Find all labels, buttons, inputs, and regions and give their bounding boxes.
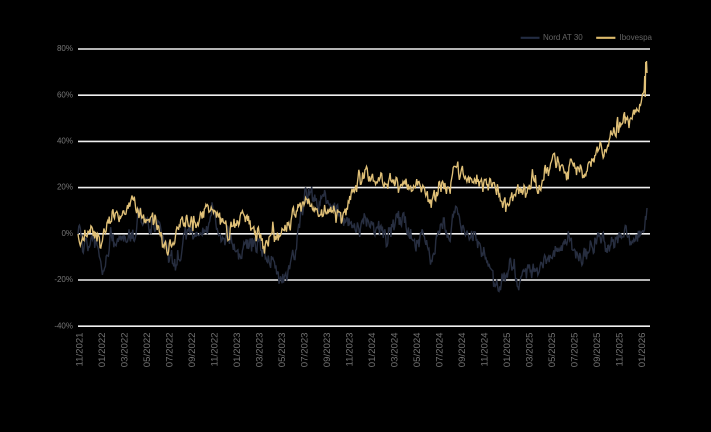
svg-text:01/2025: 01/2025: [502, 333, 513, 368]
svg-text:07/2024: 07/2024: [435, 332, 446, 367]
svg-text:-20%: -20%: [54, 275, 73, 284]
svg-text:60%: 60%: [57, 90, 73, 99]
svg-text:09/2023: 09/2023: [322, 333, 333, 368]
svg-text:09/2022: 09/2022: [187, 333, 198, 368]
svg-text:Ibovespa: Ibovespa: [620, 33, 653, 42]
svg-text:11/2025: 11/2025: [615, 333, 626, 367]
svg-text:03/2024: 03/2024: [390, 332, 401, 367]
svg-text:01/2023: 01/2023: [232, 333, 243, 368]
svg-text:09/2024: 09/2024: [457, 332, 468, 367]
svg-text:11/2023: 11/2023: [345, 333, 356, 367]
svg-text:Nord AT 30: Nord AT 30: [543, 33, 583, 42]
svg-text:01/2024: 01/2024: [367, 332, 378, 367]
svg-text:07/2022: 07/2022: [165, 333, 176, 368]
svg-text:-40%: -40%: [54, 321, 73, 330]
svg-text:07/2023: 07/2023: [300, 333, 311, 368]
svg-text:09/2025: 09/2025: [592, 333, 603, 368]
svg-text:05/2023: 05/2023: [277, 333, 288, 368]
svg-text:20%: 20%: [57, 183, 73, 192]
svg-text:05/2025: 05/2025: [547, 333, 558, 368]
svg-text:05/2024: 05/2024: [412, 332, 423, 367]
svg-text:01/2026: 01/2026: [637, 333, 648, 368]
svg-text:01/2022: 01/2022: [97, 333, 108, 368]
svg-text:80%: 80%: [57, 44, 73, 53]
svg-text:0%: 0%: [61, 229, 73, 238]
svg-text:11/2022: 11/2022: [210, 333, 221, 367]
svg-text:03/2023: 03/2023: [255, 333, 266, 368]
svg-text:40%: 40%: [57, 137, 73, 146]
svg-text:05/2022: 05/2022: [142, 333, 153, 368]
svg-text:07/2025: 07/2025: [570, 333, 581, 368]
svg-text:03/2025: 03/2025: [525, 333, 536, 368]
svg-text:11/2024: 11/2024: [480, 332, 491, 367]
svg-text:11/2021: 11/2021: [75, 333, 86, 367]
svg-text:03/2022: 03/2022: [120, 333, 131, 368]
